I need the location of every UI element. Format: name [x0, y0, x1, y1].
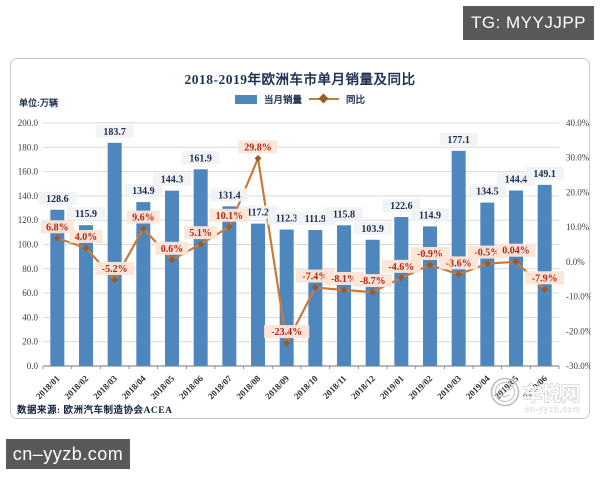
svg-text:40.0%: 40.0%	[566, 118, 590, 128]
site-logo-watermark: 车悦网 cn-yyzb.com	[490, 377, 581, 414]
svg-text:112.3: 112.3	[276, 214, 298, 225]
svg-text:-7.9%: -7.9%	[532, 273, 558, 284]
svg-text:2018/01: 2018/01	[34, 373, 62, 401]
svg-text:9.6%: 9.6%	[132, 213, 155, 224]
svg-text:177.1: 177.1	[447, 135, 470, 146]
svg-text:-20.0%: -20.0%	[566, 326, 591, 336]
svg-text:2018/11: 2018/11	[321, 373, 349, 401]
legend-bar-swatch-icon	[234, 94, 257, 104]
svg-text:10.0%: 10.0%	[566, 222, 590, 232]
svg-text:2018/02: 2018/02	[62, 373, 90, 401]
svg-text:2018/04: 2018/04	[120, 373, 148, 401]
svg-text:-8.7%: -8.7%	[360, 276, 386, 287]
svg-text:30.0%: 30.0%	[566, 153, 590, 163]
svg-text:-5.2%: -5.2%	[102, 264, 128, 275]
svg-text:-10.0%: -10.0%	[566, 292, 591, 302]
svg-text:140.0: 140.0	[18, 191, 39, 201]
svg-text:160.0: 160.0	[18, 167, 39, 177]
svg-text:115.8: 115.8	[333, 209, 355, 220]
svg-text:20.0: 20.0	[22, 337, 38, 347]
svg-text:60.0: 60.0	[22, 288, 38, 298]
svg-text:103.9: 103.9	[361, 224, 384, 235]
svg-text:-30.0%: -30.0%	[566, 361, 591, 371]
svg-text:2018/09: 2018/09	[263, 373, 291, 401]
svg-text:2018/07: 2018/07	[206, 373, 234, 401]
svg-text:0.0%: 0.0%	[566, 257, 585, 267]
site-url-badge: cn–yyzb.com	[6, 439, 130, 469]
legend-line-swatch-icon	[309, 93, 339, 104]
svg-text:128.6: 128.6	[46, 194, 69, 205]
svg-text:80.0: 80.0	[22, 264, 38, 274]
svg-text:0.0: 0.0	[27, 361, 39, 371]
svg-text:144.4: 144.4	[505, 175, 528, 186]
tg-watermark-badge: TG: MYYJJPP	[463, 6, 594, 40]
svg-text:2018/05: 2018/05	[148, 373, 176, 401]
svg-text:134.9: 134.9	[132, 186, 155, 197]
svg-text:20.0%: 20.0%	[566, 187, 590, 197]
svg-text:29.8%: 29.8%	[244, 142, 272, 153]
svg-text:6.8%: 6.8%	[46, 222, 69, 233]
axis-unit-label: 单位:万辆	[19, 98, 58, 108]
svg-text:2018/10: 2018/10	[292, 373, 320, 401]
svg-text:-8.1%: -8.1%	[331, 274, 357, 285]
svg-text:100.0: 100.0	[18, 240, 39, 250]
svg-text:-23.4%: -23.4%	[271, 327, 302, 338]
watermark-subtext: cn-yyzb.com	[525, 405, 581, 414]
svg-text:161.9: 161.9	[189, 153, 212, 164]
sales-yoy-chart: 0.0 20.0 40.0 60.0 80.0 100.0 120.0 140.0 160.0 1…	[18, 118, 591, 401]
svg-text:2018/06: 2018/06	[177, 373, 205, 401]
smiley-circle-icon	[490, 377, 520, 407]
data-source-note: 数据来源: 欧洲汽车制造协会ACEA	[17, 406, 173, 416]
chart-legend: 当月销量 同比	[11, 92, 589, 106]
svg-text:0.04%: 0.04%	[502, 246, 530, 257]
svg-text:149.1: 149.1	[533, 169, 556, 180]
svg-text:120.0: 120.0	[18, 215, 39, 225]
svg-text:40.0: 40.0	[22, 312, 38, 322]
svg-text:-3.6%: -3.6%	[446, 258, 472, 269]
svg-text:2018/03: 2018/03	[91, 373, 119, 401]
watermark-text: 车悦网	[523, 382, 580, 405]
svg-text:-7.4%: -7.4%	[302, 272, 328, 283]
svg-text:-0.5%: -0.5%	[474, 248, 500, 259]
svg-text:4.0%: 4.0%	[75, 232, 98, 243]
svg-text:2019/01: 2019/01	[378, 373, 406, 401]
svg-text:2018/12: 2018/12	[349, 373, 377, 401]
svg-text:5.1%: 5.1%	[189, 228, 212, 239]
svg-text:183.7: 183.7	[103, 127, 126, 138]
svg-text:0.6%: 0.6%	[161, 244, 184, 255]
legend-line-label: 同比	[346, 96, 366, 106]
svg-text:-0.9%: -0.9%	[417, 249, 443, 260]
svg-text:2018/08: 2018/08	[234, 373, 262, 401]
svg-text:200.0: 200.0	[18, 118, 39, 128]
svg-text:2019/02: 2019/02	[406, 373, 434, 401]
chart-title: 2018-2019年欧洲车市单月销量及同比	[184, 72, 416, 87]
svg-text:134.5: 134.5	[476, 187, 499, 198]
svg-text:10.1%: 10.1%	[216, 211, 244, 222]
svg-text:111.9: 111.9	[305, 214, 326, 225]
svg-text:115.9: 115.9	[75, 209, 97, 220]
svg-text:144.3: 144.3	[161, 175, 184, 186]
legend-bar-label: 当月销量	[263, 96, 302, 106]
svg-text:2019/03: 2019/03	[435, 373, 463, 401]
svg-text:114.9: 114.9	[419, 210, 441, 221]
svg-text:131.4: 131.4	[218, 190, 241, 201]
svg-text:180.0: 180.0	[18, 142, 39, 152]
svg-text:122.6: 122.6	[390, 201, 413, 212]
svg-text:117.2: 117.2	[247, 208, 269, 219]
chart-frame: 2018-2019年欧洲车市单月销量及同比 当月销量 同比 单位:万辆 0.0 2…	[10, 58, 591, 419]
svg-text:-4.6%: -4.6%	[388, 262, 414, 273]
